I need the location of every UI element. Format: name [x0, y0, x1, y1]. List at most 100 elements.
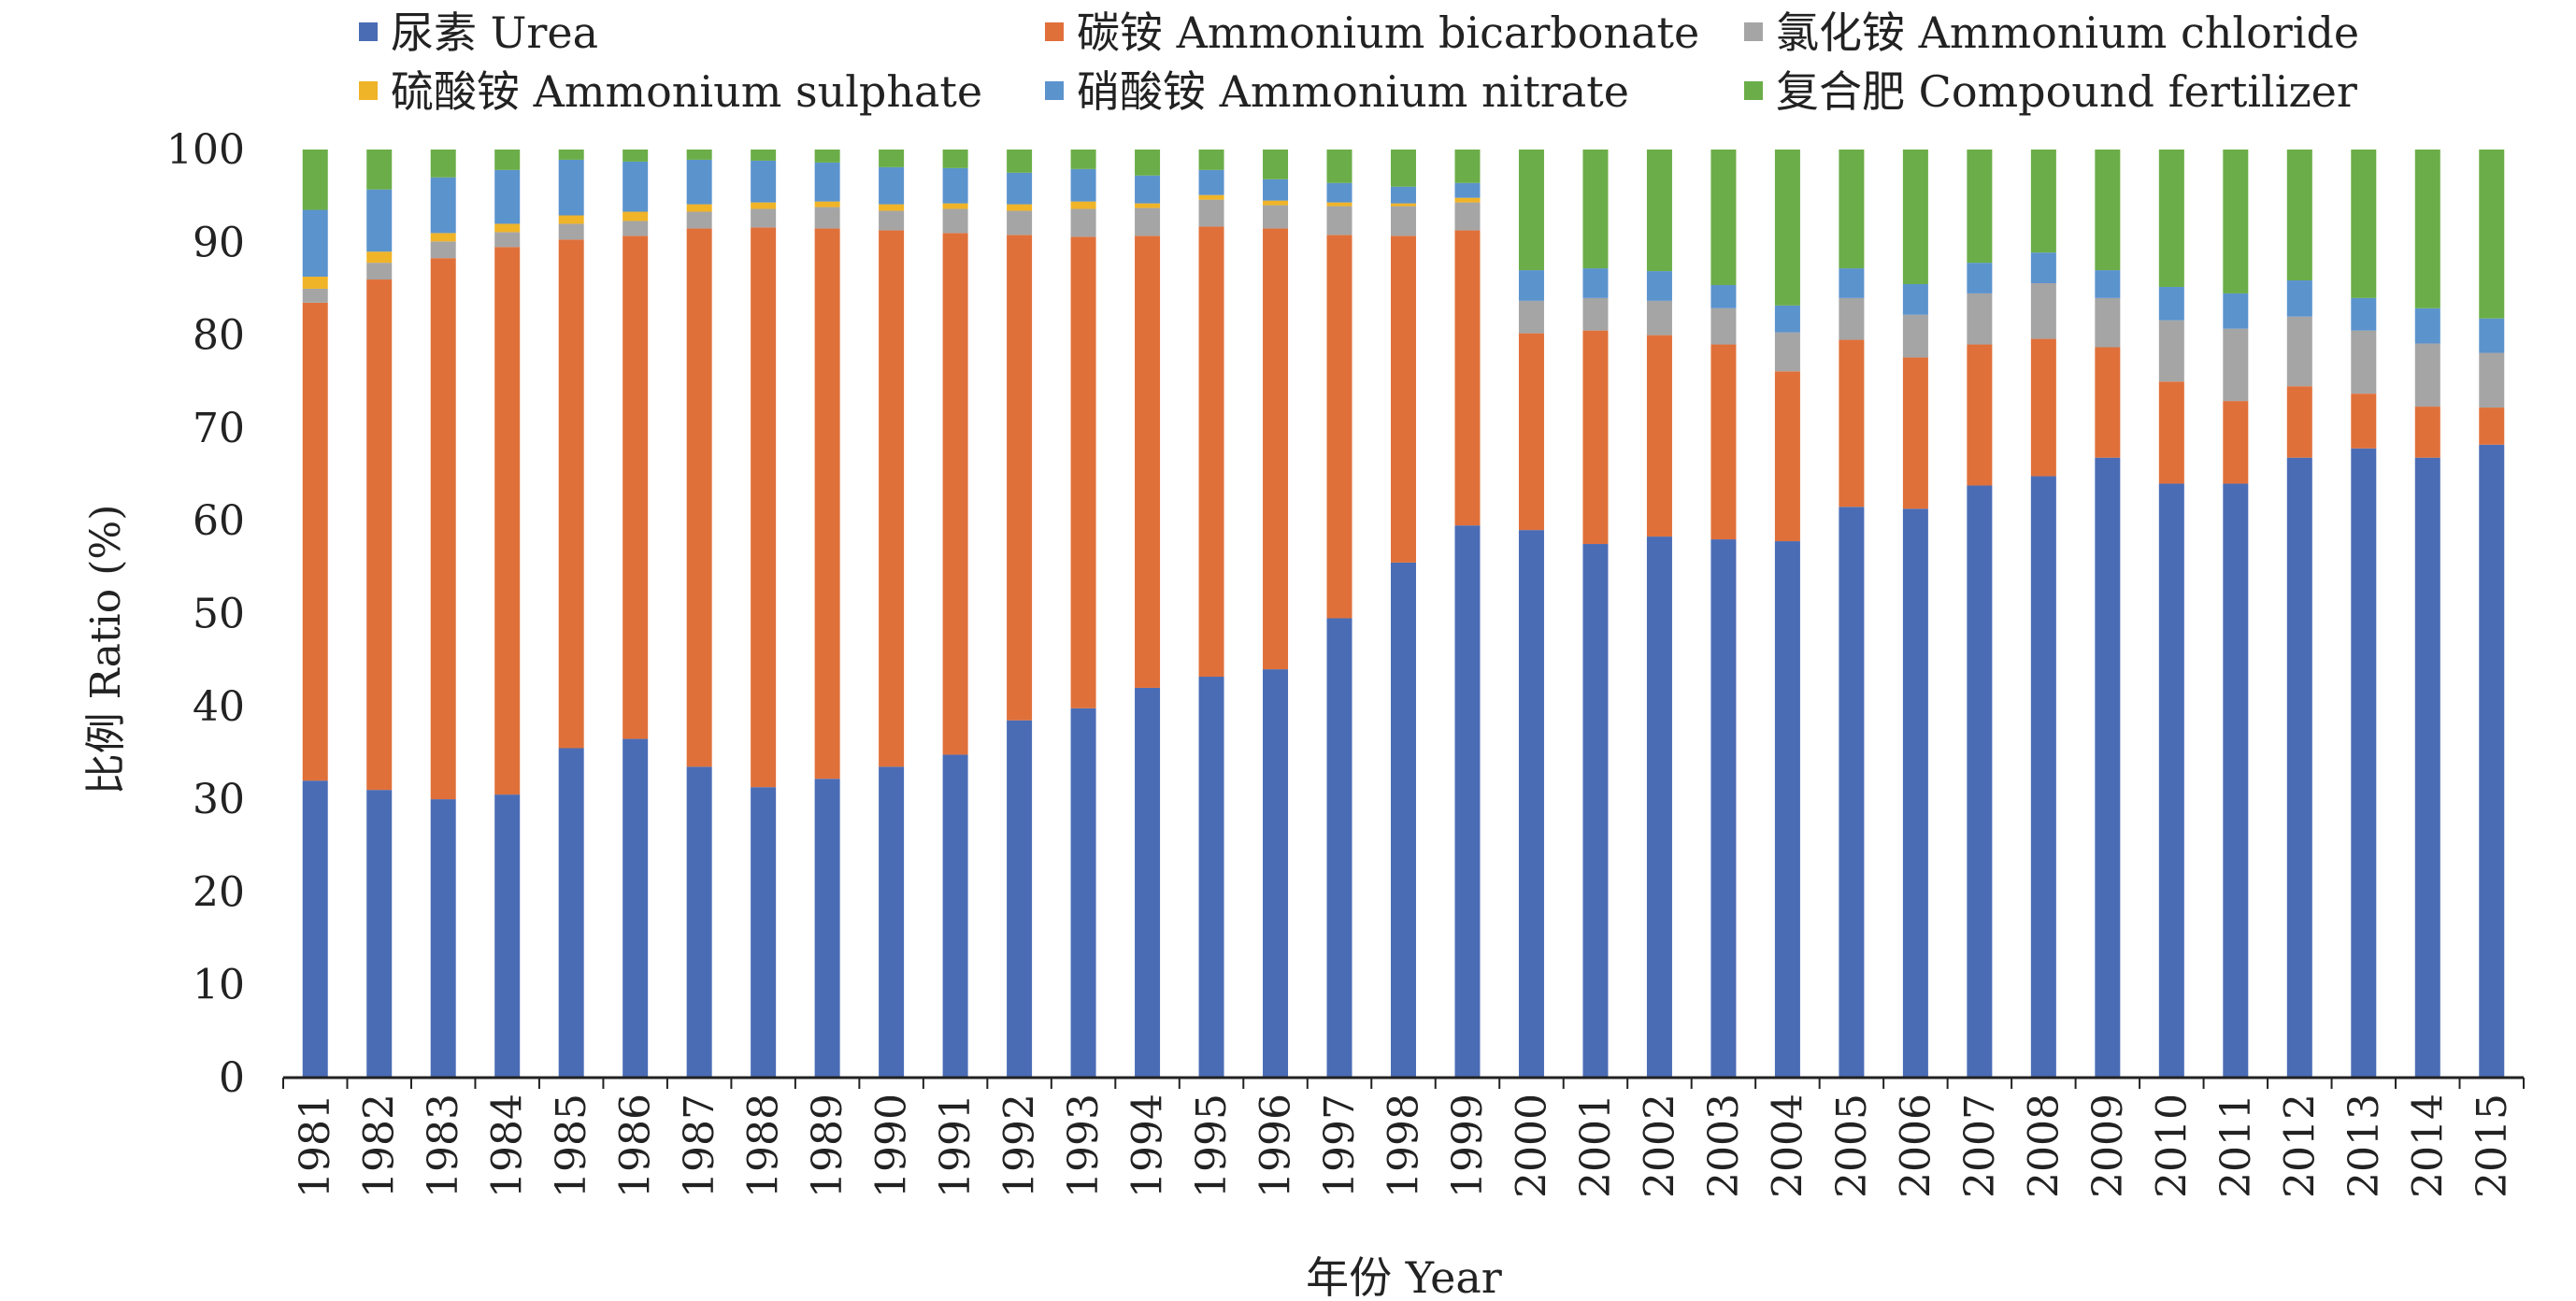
- bar-segment: [2095, 270, 2121, 298]
- bar-segment: [2030, 476, 2056, 1078]
- y-tick-label: 20: [193, 868, 245, 916]
- bar-segment: [2286, 386, 2312, 458]
- y-tick-label: 0: [219, 1054, 245, 1102]
- bar-segment: [1839, 507, 1865, 1078]
- legend-label: 氯化铵 Ammonium chloride: [1776, 7, 2359, 58]
- x-tick-label: 1982: [356, 1094, 404, 1198]
- bar-segment: [879, 166, 905, 205]
- bar-segment: [814, 228, 840, 779]
- bar-segment: [1391, 186, 1416, 204]
- bar-segment: [1263, 179, 1289, 201]
- x-tick-label: 2005: [1828, 1094, 1876, 1198]
- bar-segment: [1007, 235, 1033, 721]
- bar-segment: [2095, 347, 2121, 458]
- bar-segment: [558, 223, 584, 240]
- bar-segment: [1839, 297, 1865, 340]
- bar-segment: [1774, 541, 1800, 1078]
- bar-segment: [1135, 175, 1161, 204]
- x-tick-label: 2011: [2212, 1094, 2260, 1198]
- bar-segment: [879, 230, 905, 767]
- bar-segment: [2030, 338, 2056, 477]
- bar-segment: [1198, 150, 1224, 170]
- x-tick-label: 2003: [1700, 1094, 1748, 1198]
- bar-segment: [430, 799, 456, 1078]
- bar-segment: [686, 211, 712, 229]
- bar-segment: [1391, 236, 1416, 563]
- bar-segment: [1326, 150, 1352, 183]
- bar-segment: [430, 177, 456, 234]
- bar-segment: [2223, 328, 2249, 402]
- x-tick-label: 1992: [996, 1094, 1044, 1198]
- bar-segment: [430, 233, 456, 242]
- bar-segment: [1454, 197, 1481, 203]
- x-axis-ticks: 1981 1982 1983 1984 1985 1986 1987 1988 1989 1990…: [282, 1078, 2525, 1198]
- bar-segment: [814, 779, 840, 1078]
- bar-segment: [1646, 271, 1672, 301]
- bar-segment: [2414, 457, 2440, 1078]
- x-tick-label: 2015: [2469, 1094, 2516, 1198]
- legend-swatch: [1045, 81, 1064, 100]
- bar-segment: [1391, 206, 1416, 236]
- bar-segment: [1007, 172, 1033, 205]
- x-tick-label: 1994: [1124, 1094, 1172, 1198]
- bar-segment: [2286, 457, 2312, 1078]
- bar-segment: [1070, 201, 1096, 209]
- x-tick-label: 2014: [2404, 1094, 2452, 1198]
- bar-segment: [686, 159, 712, 205]
- x-tick-label: 1988: [740, 1094, 788, 1198]
- bar-segment: [686, 228, 712, 767]
- x-tick-label: 2009: [2084, 1094, 2132, 1198]
- bar-segment: [942, 167, 968, 204]
- bar-segment: [623, 236, 649, 739]
- y-axis-label: 比例 Ratio (%): [82, 505, 130, 795]
- bar-segment: [1454, 182, 1481, 198]
- bar-segment: [2223, 401, 2249, 484]
- bar-segment: [1710, 284, 1737, 308]
- y-tick-label: 60: [193, 497, 245, 545]
- bar-segment: [1135, 203, 1161, 208]
- bar-segment: [942, 208, 968, 234]
- bar-segment: [623, 211, 649, 222]
- bar-segment: [814, 150, 840, 163]
- bar-segment: [623, 738, 649, 1078]
- bar-segment: [1902, 150, 1928, 284]
- bar-segment: [1198, 677, 1224, 1078]
- bar-segment: [494, 794, 521, 1078]
- bar-segment: [1326, 618, 1352, 1078]
- bar-segment: [494, 150, 521, 170]
- bar-segment: [1070, 168, 1096, 202]
- bar-segment: [2158, 320, 2184, 382]
- bar-segment: [1967, 485, 1993, 1078]
- bar-segment: [2479, 407, 2505, 445]
- bar-segment: [1518, 333, 1544, 531]
- y-tick-label: 70: [193, 405, 245, 452]
- bar-segment: [1326, 235, 1352, 619]
- bar-segment: [2095, 457, 2121, 1078]
- bar-segment: [494, 169, 521, 224]
- bar-segment: [1391, 203, 1416, 207]
- bar-segment: [2223, 293, 2249, 329]
- x-tick-label: 2001: [1572, 1094, 1620, 1198]
- bar-segment: [1198, 199, 1224, 227]
- bar-segment: [814, 201, 840, 207]
- bar-segment: [366, 279, 393, 791]
- bar-segment: [1070, 708, 1096, 1078]
- bar-segment: [1582, 544, 1609, 1078]
- bar-segment: [1710, 344, 1737, 540]
- bar-segment: [1135, 207, 1161, 236]
- bar-segment: [558, 159, 584, 216]
- bar-segment: [1902, 357, 1928, 509]
- x-axis-label: 年份 Year: [1306, 1252, 1502, 1301]
- bar-segment: [1198, 226, 1224, 678]
- x-tick-label: 1984: [484, 1094, 532, 1198]
- bar-segment: [1774, 371, 1800, 542]
- bar-segment: [1007, 720, 1033, 1078]
- x-tick-label: 2007: [1956, 1094, 2004, 1198]
- x-tick-label: 1995: [1188, 1094, 1236, 1198]
- bar-segment: [686, 766, 712, 1078]
- bar-segment: [2158, 483, 2184, 1078]
- bar-segment: [494, 247, 521, 795]
- bar-segment: [686, 150, 712, 160]
- bar-segment: [430, 150, 456, 178]
